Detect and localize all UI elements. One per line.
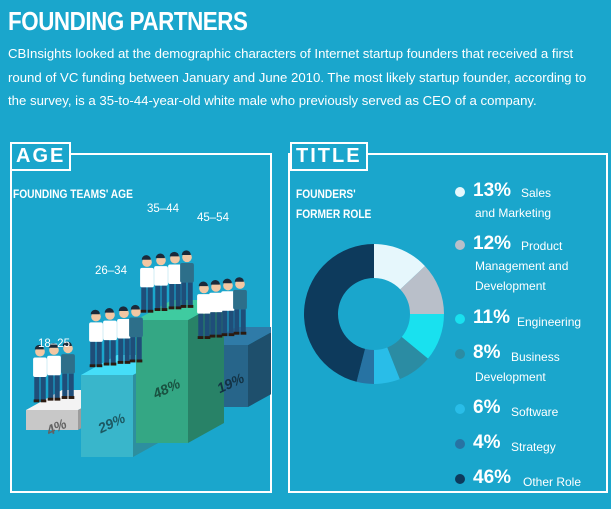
legend-label: Strategy xyxy=(511,440,556,454)
age-step-front xyxy=(26,410,78,430)
founder-man-figure xyxy=(140,255,154,313)
age-label-18-25: 18–25 xyxy=(38,338,70,350)
founder-man-figure xyxy=(33,344,47,403)
age-step-side xyxy=(248,332,271,407)
title-subhead-line1: FOUNDERS' xyxy=(296,187,356,201)
legend-dot xyxy=(455,404,465,414)
donut-slice xyxy=(374,347,400,384)
founder-man-figure xyxy=(89,309,103,368)
legend-item-software: 6% Software xyxy=(455,397,605,423)
legend-item-product: 12% Product Management and Development xyxy=(455,233,605,297)
legend-item-engineering: 11% Engineering xyxy=(455,307,605,333)
legend-pct: 12% xyxy=(473,233,512,254)
donut-slice xyxy=(401,314,444,359)
legend-pct: 13% xyxy=(473,180,512,201)
founder-man-figure xyxy=(47,343,61,401)
founder-woman-figure xyxy=(233,277,247,335)
intro-paragraph: CBInsights looked at the demographic cha… xyxy=(8,46,587,108)
title-subhead-line2: FORMER ROLE xyxy=(296,207,372,221)
founder-woman-figure xyxy=(180,250,194,308)
age-label-35-44: 35–44 xyxy=(147,203,179,215)
donut-slice xyxy=(374,244,426,290)
page-title: FOUNDING PARTNERS xyxy=(8,6,248,36)
founder-man-figure xyxy=(221,278,235,337)
age-step-front xyxy=(136,320,188,443)
legend-dot xyxy=(455,314,465,324)
donut-slice xyxy=(400,266,444,314)
age-subhead: FOUNDING TEAMS' AGE xyxy=(13,187,133,201)
legend-label: Business xyxy=(511,350,560,364)
legend-label: and Marketing xyxy=(475,206,552,220)
legend-dot xyxy=(455,240,465,250)
legend-item-other: 46% Other Role xyxy=(455,467,605,493)
age-label-26-34: 26–34 xyxy=(95,265,127,277)
legend-label: Other Role xyxy=(523,475,582,489)
legend-dot xyxy=(455,349,465,359)
age-label-45-54: 45–54 xyxy=(197,212,229,224)
legend-label: Management and xyxy=(475,259,569,273)
founder-man-figure xyxy=(209,280,223,338)
legend-pct: 6% xyxy=(473,397,501,418)
donut-slice xyxy=(303,244,374,382)
age-panel xyxy=(10,153,272,493)
legend-pct: 46% xyxy=(473,467,512,488)
legend-item-strategy: 4% Strategy xyxy=(455,432,605,458)
title-tag: TITLE xyxy=(290,142,368,171)
founder-man-figure xyxy=(154,253,168,311)
founder-woman-figure xyxy=(129,304,143,363)
age-step-front xyxy=(81,375,133,457)
donut-slice xyxy=(356,348,374,384)
title-panel xyxy=(288,153,608,493)
legend-pct: 8% xyxy=(473,342,501,363)
age-step-chart: 19%4% 29%48% xyxy=(26,250,271,457)
founder-man-figure xyxy=(103,308,117,366)
founder-man-figure xyxy=(117,306,131,364)
legend-item-business: 8% Business Development xyxy=(455,342,605,386)
age-tag: AGE xyxy=(10,142,72,171)
founder-man-figure xyxy=(197,281,211,339)
founder-woman-figure xyxy=(61,341,75,399)
legend-label: Sales xyxy=(521,186,552,200)
donut-slice xyxy=(387,336,428,380)
legend-label: Software xyxy=(511,405,559,419)
legend-label: Development xyxy=(475,279,546,293)
legend-label: Development xyxy=(475,370,546,384)
legend-label: Product xyxy=(521,239,563,253)
legend-label: Engineering xyxy=(517,315,582,329)
legend-dot xyxy=(455,187,465,197)
legend-item-sales: 13% Sales and Marketing xyxy=(455,180,605,224)
role-donut-chart xyxy=(303,244,444,384)
legend-dot xyxy=(455,439,465,449)
legend-pct: 4% xyxy=(473,432,501,453)
founder-man-figure xyxy=(168,251,182,310)
legend-dot xyxy=(455,474,465,484)
legend-pct: 11% xyxy=(473,307,510,328)
